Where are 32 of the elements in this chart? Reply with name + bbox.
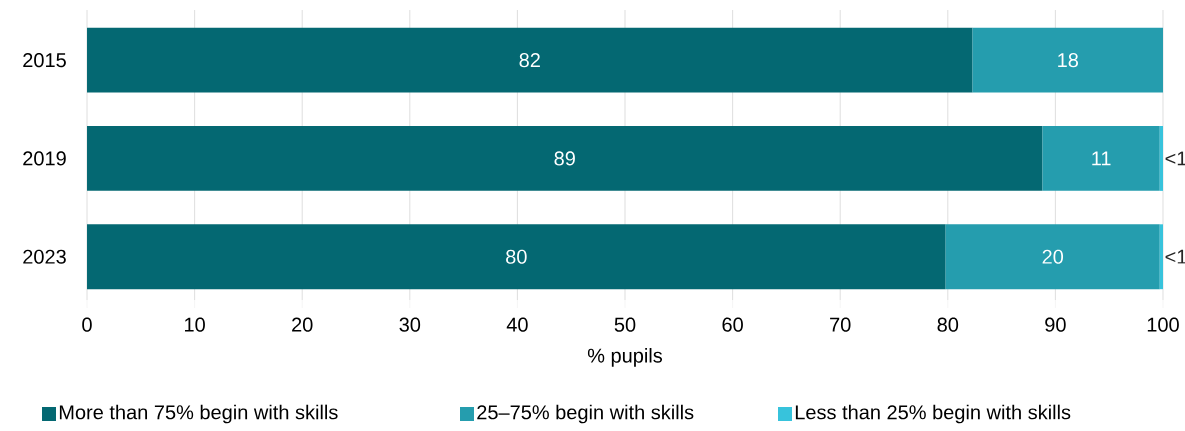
x-tick-label: 50 [614, 317, 636, 332]
y-tick-label: 2015 [23, 53, 66, 68]
y-tick-label: 2019 [23, 151, 66, 166]
bar [1159, 125, 1163, 191]
y-tick-label: 2023 [23, 249, 66, 264]
data-label: 20 [1042, 249, 1064, 264]
data-label: 11 [1092, 151, 1111, 166]
x-tick-label: 60 [722, 317, 743, 332]
x-tick-label: 40 [506, 317, 528, 332]
x-tick-label: 80 [937, 317, 959, 332]
bar [87, 27, 973, 93]
x-tick-label: 100 [1147, 317, 1179, 332]
x-tick-label: 0 [82, 317, 92, 332]
x-tick-label: 10 [185, 317, 205, 332]
legend-label: More than 75% begin with skills [59, 404, 338, 424]
x-tick-label: 20 [292, 317, 313, 332]
data-label: 80 [506, 249, 527, 264]
legend-label: 25–75% begin with skills [477, 404, 694, 424]
bar [87, 125, 1043, 191]
legend-label: Less than 25% begin with skills [795, 404, 1071, 424]
data-label: 82 [519, 53, 540, 68]
bar [1042, 125, 1160, 191]
bar [1159, 224, 1163, 290]
bar [87, 224, 946, 290]
x-tick-label: 30 [399, 317, 421, 332]
bar [945, 224, 1160, 290]
data-label: 89 [554, 151, 575, 166]
data-label: 18 [1058, 53, 1079, 68]
x-tick-label: 70 [830, 317, 851, 332]
x-axis-title: % pupils [587, 348, 663, 367]
bar [972, 27, 1163, 93]
x-tick-label: 90 [1045, 317, 1066, 332]
